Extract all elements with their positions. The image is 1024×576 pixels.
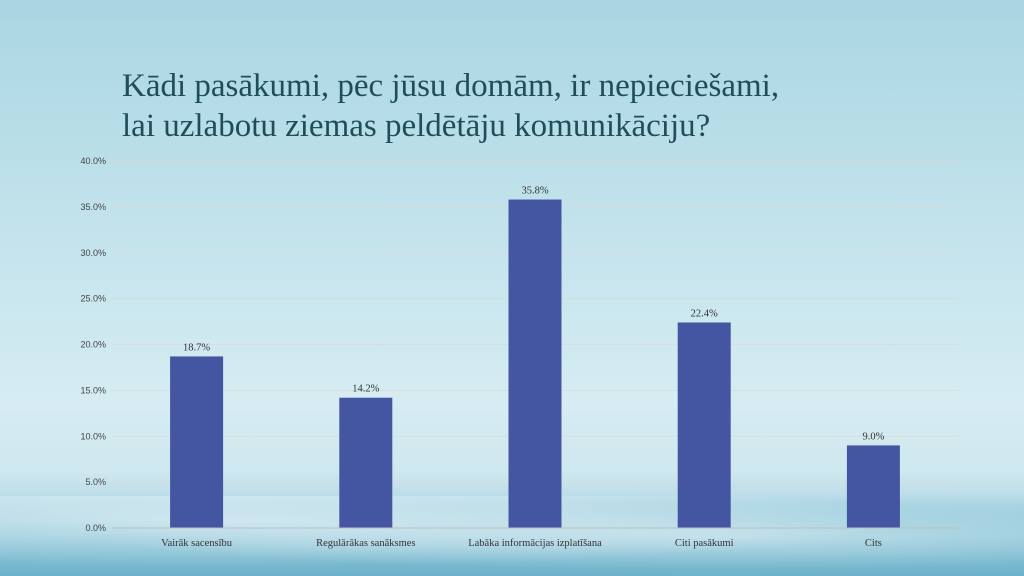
bar [508,199,562,528]
slide-title: Kādi pasākumi, pēc jūsu domām, ir nepiec… [122,68,780,144]
category-label: Labāka informācijas izplatīšana [468,538,602,549]
bar [170,356,224,528]
bar [846,445,900,528]
data-label: 35.8% [521,186,548,197]
y-tick-label: 25.0% [80,294,106,304]
bars [170,199,900,528]
y-tick-label: 30.0% [80,248,106,258]
data-label: 18.7% [183,342,210,353]
data-label: 22.4% [691,308,718,319]
y-tick-label: 20.0% [80,340,106,350]
y-tick-label: 10.0% [80,431,106,441]
y-tick-label: 40.0% [80,156,106,166]
bar [677,322,731,528]
data-label: 9.0% [862,431,884,442]
data-labels: 18.7% 14.2% 35.8% 22.4% 9.0% [183,186,885,443]
data-label: 14.2% [352,384,379,395]
y-tick-label: 0.0% [85,523,106,533]
y-tick-label: 5.0% [85,477,106,487]
y-axis: 0.0% 5.0% 10.0% 15.0% 20.0% 25.0% 30.0% 35.0% 40… [80,156,106,533]
category-label: Cits [865,538,882,549]
y-tick-label: 35.0% [80,202,106,212]
y-tick-label: 15.0% [80,385,106,395]
x-axis: Vairāk sacensību Regulārākas sanāksmes Lab… [112,527,958,549]
category-label: Vairāk sacensību [161,538,233,549]
bar [339,397,393,528]
category-label: Citi pasākumi [675,538,734,549]
category-label: Regulārākas sanāksmes [316,538,415,549]
